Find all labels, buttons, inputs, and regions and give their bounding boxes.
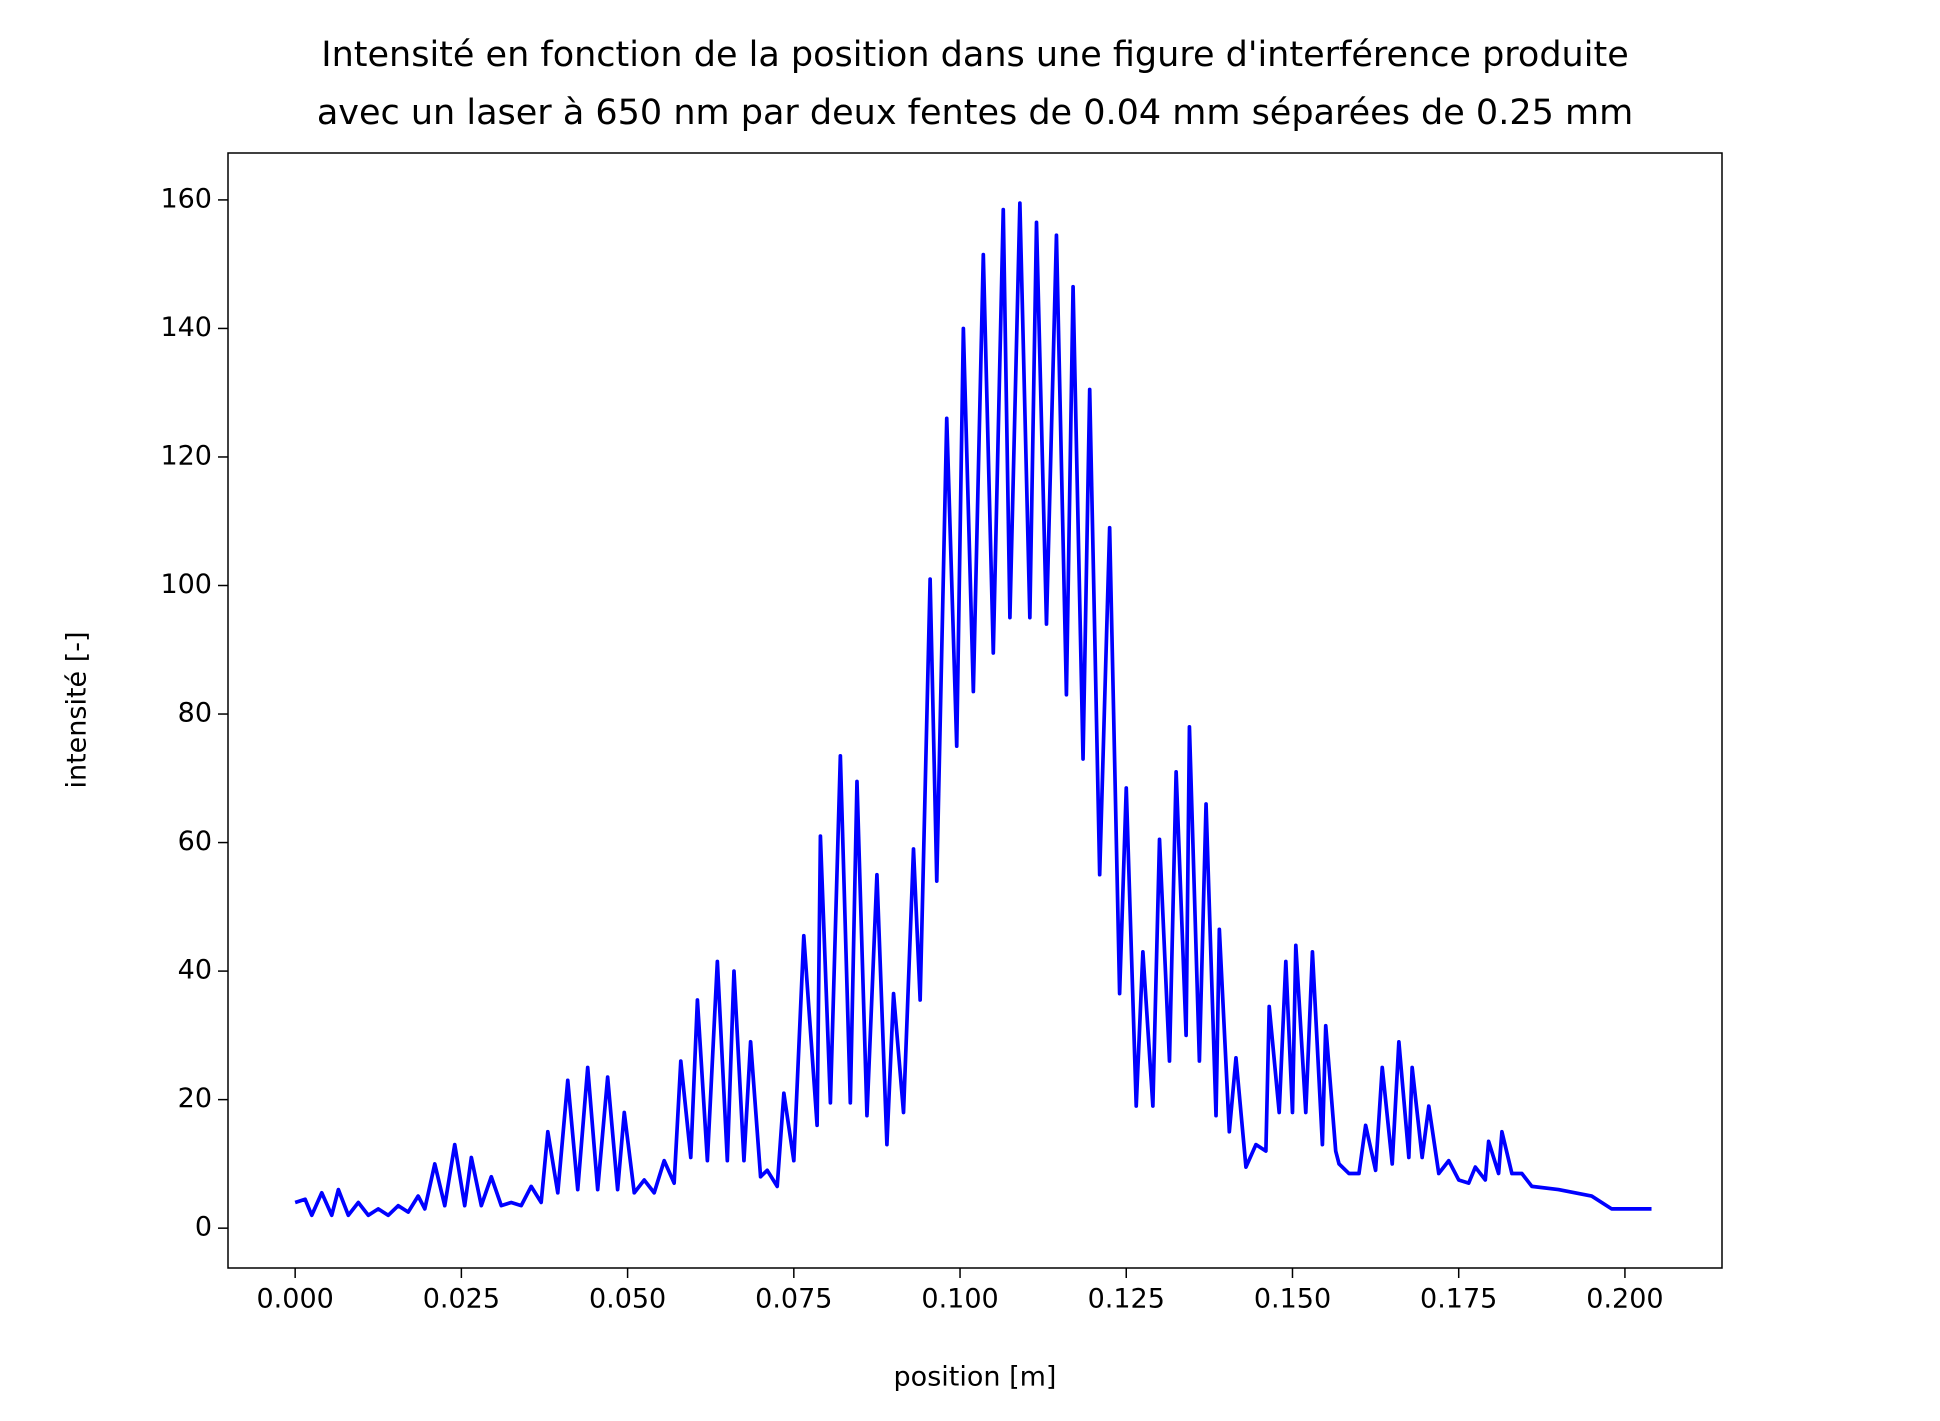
y-tick-label: 80 [178,698,212,729]
x-tick-label: 0.000 [257,1284,334,1315]
y-tick-label: 20 [178,1083,212,1114]
y-tick-label: 140 [160,312,212,343]
x-tick-label: 0.200 [1586,1284,1663,1315]
y-tick-label: 40 [178,955,212,986]
x-tick-label: 0.025 [423,1284,500,1315]
x-tick-label: 0.175 [1420,1284,1497,1315]
plot-frame [227,152,1723,1269]
chart-title: avec un laser à 650 nm par deux fentes d… [317,93,1633,133]
x-tick-label: 0.125 [1088,1284,1165,1315]
y-tick-label: 120 [160,440,212,471]
x-tick-label: 0.150 [1254,1284,1331,1315]
y-tick-label: 100 [160,569,212,600]
y-tick-label: 0 [195,1212,212,1243]
x-tick-label: 0.100 [921,1284,998,1315]
x-tick-label: 0.075 [755,1284,832,1315]
y-axis-label: intensité [-] [62,631,93,788]
chart-title: Intensité en fonction de la position dan… [321,35,1628,75]
x-tick-label: 0.050 [589,1284,666,1315]
y-tick-label: 160 [160,183,212,214]
y-tick-label: 60 [178,826,212,857]
data-line [294,201,1652,1218]
x-axis-label: position [m] [894,1362,1057,1393]
